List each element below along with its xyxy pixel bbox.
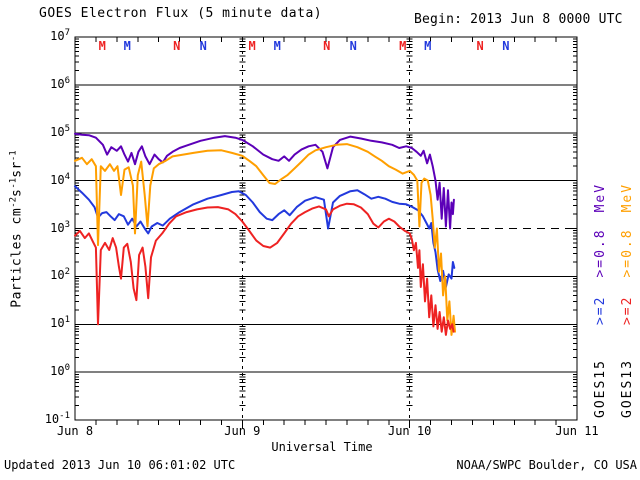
series-goes15_ge2	[74, 185, 456, 288]
legend-entry: GOES15	[593, 359, 608, 418]
legend-entry: MeV	[593, 182, 608, 213]
event-marker-n-goes15: N	[502, 39, 510, 53]
chart-title: GOES Electron Flux (5 minute data)	[39, 6, 323, 21]
plot-border	[74, 36, 578, 421]
x-axis-label: Universal Time	[271, 440, 373, 454]
legend-column-goes15: GOES15 >=2 >=0.8 MeV	[593, 183, 609, 418]
legend-entry: MeV	[620, 182, 635, 213]
y-tick-label: 102	[50, 267, 70, 283]
y-tick-label: 104	[50, 171, 70, 187]
event-marker-m-goes13: M	[98, 39, 106, 53]
legend-entry: >=0.8	[593, 228, 608, 278]
legend-entry: >=2	[593, 295, 608, 326]
series-goes13_ge08	[74, 143, 456, 336]
event-marker-m-goes13: M	[248, 39, 256, 53]
legend-entry: >=0.8	[620, 228, 635, 278]
event-marker-m-goes15: M	[273, 39, 281, 53]
series-goes15_ge08	[74, 132, 455, 230]
updated-timestamp: Updated 2013 Jun 10 06:01:02 UTC	[4, 458, 236, 472]
event-marker-m-goes13: M	[399, 39, 407, 53]
event-marker-n-goes13: N	[476, 39, 484, 53]
x-tick-label: Jun 10	[387, 424, 432, 438]
y-tick-label: 107	[50, 28, 70, 43]
legend-entry: >=2	[620, 295, 635, 326]
x-tick-label: Jun 9	[224, 424, 261, 438]
begin-timestamp-label: Begin: 2013 Jun 8 0000 UTC	[414, 12, 623, 27]
x-tick-label: Jun 11	[555, 424, 599, 438]
source-attribution: NOAA/SWPC Boulder, CO USA	[456, 458, 637, 472]
event-marker-n-goes13: N	[323, 39, 331, 53]
y-axis-label: Particles cm-2s-1sr-1	[8, 150, 25, 308]
y-tick-label: 100	[50, 363, 70, 379]
y-tick-label: 106	[50, 75, 70, 91]
legend-column-goes13: GOES13 >=2 >=0.8 MeV	[620, 183, 636, 418]
y-tick-label: 103	[50, 219, 70, 235]
x-tick-label: Jun 8	[56, 424, 94, 438]
y-axis-label-text: Particles cm-2s-1sr-1	[8, 150, 25, 308]
y-tick-label: 10-1	[44, 411, 70, 426]
event-marker-n-goes15: N	[349, 39, 357, 53]
event-marker-n-goes15: N	[199, 39, 207, 53]
series-goes13_ge2	[74, 202, 455, 336]
y-tick-label: 105	[50, 123, 70, 139]
y-tick-label: 101	[50, 315, 70, 331]
legend-entry: GOES13	[620, 359, 635, 418]
event-marker-n-goes13: N	[173, 39, 181, 53]
event-marker-m-goes15: M	[424, 39, 432, 53]
event-marker-m-goes15: M	[123, 39, 131, 53]
